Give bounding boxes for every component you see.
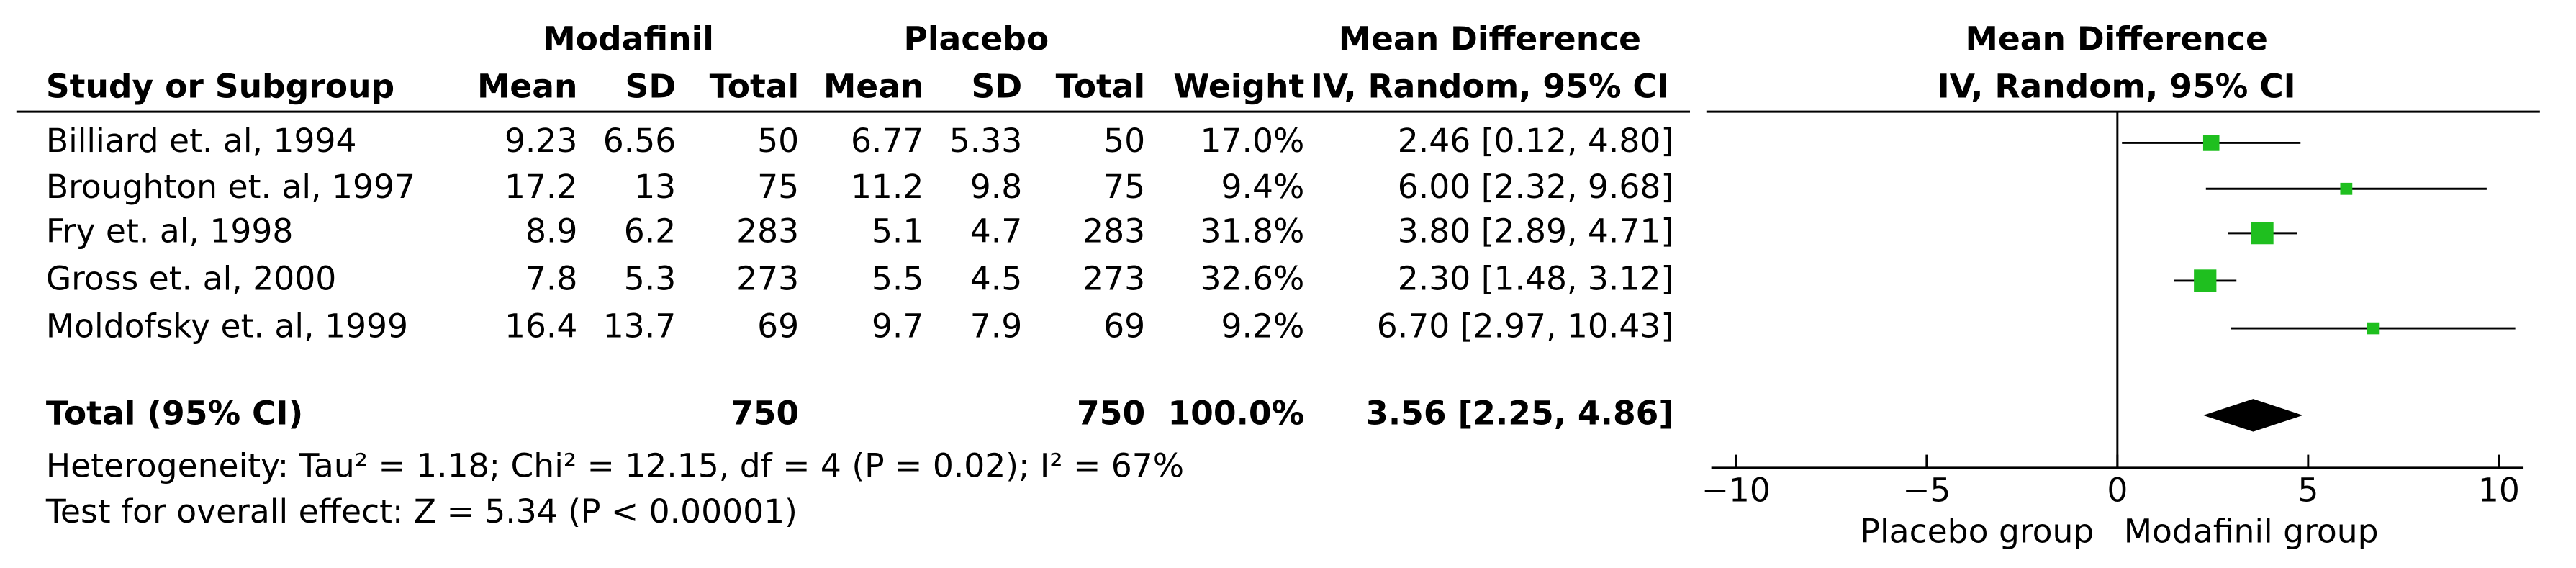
study-cell: 3.80 [2.89, 4.71] xyxy=(1398,212,1673,250)
column-header: Mean xyxy=(823,68,923,106)
x-tick-label: 5 xyxy=(2297,472,2318,510)
study-cell: 9.7 xyxy=(872,307,923,346)
effect-square xyxy=(2367,322,2380,335)
study-cell: 4.5 xyxy=(970,259,1022,297)
study-cell: 2.30 [1.48, 3.12] xyxy=(1398,259,1673,297)
column-header: Total xyxy=(1056,68,1146,106)
study-cell: 75 xyxy=(1103,168,1145,206)
study-cell: 9.8 xyxy=(970,168,1022,206)
x-tick-label: 10 xyxy=(2478,472,2520,510)
study-cell: 5.3 xyxy=(624,259,676,297)
study-cell: 32.6% xyxy=(1200,259,1304,297)
study-cell: 31.8% xyxy=(1200,212,1304,250)
total-cell: 100.0% xyxy=(1167,394,1304,432)
study-name: Moldofsky et. al, 1999 xyxy=(46,307,408,346)
study-cell: 9.23 xyxy=(505,122,577,160)
study-cell: 8.9 xyxy=(525,212,577,250)
study-cell: 6.00 [2.32, 9.68] xyxy=(1398,168,1673,206)
md-header: Mean Difference xyxy=(1339,20,1641,58)
column-header: Weight xyxy=(1173,68,1304,106)
study-cell: 6.77 xyxy=(851,122,923,160)
plot-title: Mean Difference xyxy=(1966,20,2268,58)
study-cell: 6.56 xyxy=(603,122,676,160)
study-cell: 5.5 xyxy=(872,259,923,297)
x-tick-label: 0 xyxy=(2107,472,2128,510)
effect-square xyxy=(2202,135,2220,151)
summary-diamond xyxy=(2203,399,2303,432)
x-tick-label: −10 xyxy=(1701,472,1771,510)
study-cell: 4.7 xyxy=(970,212,1022,250)
study-cell: 69 xyxy=(757,307,799,346)
study-cell: 6.70 [2.97, 10.43] xyxy=(1377,307,1673,346)
study-cell: 7.8 xyxy=(525,259,577,297)
study-cell: 50 xyxy=(757,122,799,160)
study-cell: 283 xyxy=(736,212,799,250)
x-tick-label: −5 xyxy=(1902,472,1951,510)
total-cell: 750 xyxy=(731,394,799,432)
x-label-right: Modafinil group xyxy=(2124,513,2379,551)
study-cell: 2.46 [0.12, 4.80] xyxy=(1398,122,1673,160)
study-cell: 5.33 xyxy=(949,122,1022,160)
study-cell: 9.4% xyxy=(1221,168,1304,206)
group-header: Placebo xyxy=(904,20,1049,58)
column-header: IV, Random, 95% CI xyxy=(1311,68,1669,106)
study-cell: 7.9 xyxy=(970,307,1022,346)
effect-square xyxy=(2340,182,2353,195)
plot-subtitle: IV, Random, 95% CI xyxy=(1938,68,2296,106)
study-cell: 17.0% xyxy=(1200,122,1304,160)
study-cell: 50 xyxy=(1103,122,1145,160)
study-cell: 69 xyxy=(1103,307,1145,346)
study-cell: 13.7 xyxy=(603,307,676,346)
study-name: Broughton et. al, 1997 xyxy=(46,168,415,206)
study-cell: 16.4 xyxy=(505,307,577,346)
study-cell: 5.1 xyxy=(872,212,923,250)
study-cell: 283 xyxy=(1083,212,1145,250)
study-cell: 9.2% xyxy=(1221,307,1304,346)
study-name: Billiard et. al, 1994 xyxy=(46,122,357,160)
total-cell: 3.56 [2.25, 4.86] xyxy=(1365,394,1673,432)
overall-effect: Test for overall effect: Z = 5.34 (P < 0… xyxy=(45,492,797,531)
study-name: Gross et. al, 2000 xyxy=(46,259,336,297)
study-cell: 13 xyxy=(634,168,676,206)
study-cell: 273 xyxy=(736,259,799,297)
heterogeneity: Heterogeneity: Tau² = 1.18; Chi² = 12.15… xyxy=(46,446,1184,484)
effect-square xyxy=(2251,222,2274,245)
total-cell: 750 xyxy=(1077,394,1145,432)
study-cell: 75 xyxy=(757,168,799,206)
column-header: Mean xyxy=(477,68,577,106)
study-name: Fry et. al, 1998 xyxy=(46,212,294,250)
study-cell: 6.2 xyxy=(624,212,676,250)
column-header: Study or Subgroup xyxy=(46,68,394,106)
x-label-left: Placebo group xyxy=(1861,513,2094,551)
column-header: SD xyxy=(625,68,677,106)
column-header: SD xyxy=(972,68,1023,106)
study-cell: 11.2 xyxy=(851,168,923,206)
column-header: Total xyxy=(710,68,800,106)
total-label: Total (95% CI) xyxy=(46,394,303,432)
study-cell: 273 xyxy=(1083,259,1145,297)
effect-square xyxy=(2194,269,2217,292)
group-header: Modafinil xyxy=(543,20,714,58)
study-cell: 17.2 xyxy=(505,168,577,206)
